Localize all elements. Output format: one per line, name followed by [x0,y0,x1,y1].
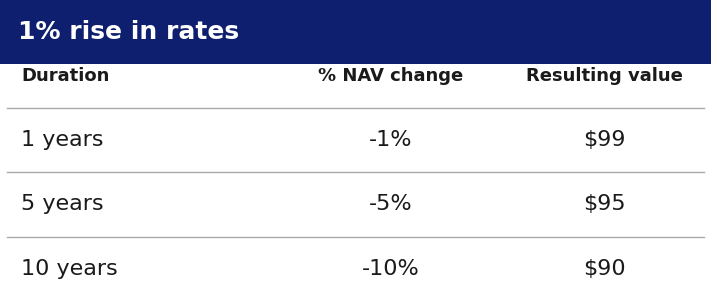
Text: -10%: -10% [362,259,420,279]
Text: $90: $90 [583,259,626,279]
Text: Duration: Duration [21,67,109,85]
Text: 1% rise in rates: 1% rise in rates [18,20,239,44]
Text: -1%: -1% [369,130,413,150]
FancyBboxPatch shape [0,0,711,64]
Text: % NAV change: % NAV change [319,67,464,85]
Text: $99: $99 [583,130,626,150]
Text: -5%: -5% [369,194,413,214]
Text: 5 years: 5 years [21,194,104,214]
Text: $95: $95 [583,194,626,214]
Text: 10 years: 10 years [21,259,118,279]
Text: Resulting value: Resulting value [526,67,683,85]
Text: 1 years: 1 years [21,130,104,150]
